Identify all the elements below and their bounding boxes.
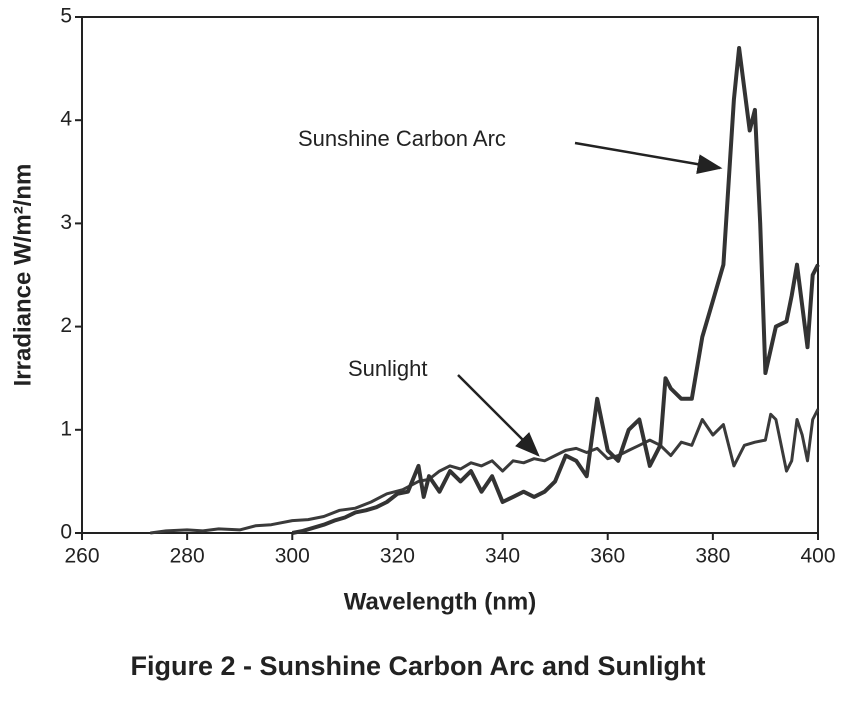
y-tick-label: 5: [60, 5, 72, 28]
data-line: [291, 46, 820, 535]
y-tick-label: 4: [60, 108, 72, 131]
x-axis-title: Wavelength (nm): [344, 588, 536, 615]
annotation: Sunlight: [348, 356, 428, 381]
x-tick-label: 380: [695, 545, 730, 568]
annotation: Sunshine Carbon Arc: [298, 126, 506, 151]
x-tick-label: 360: [590, 545, 625, 568]
x-tick-label: 260: [64, 545, 99, 568]
y-axis-title: Irradiance W/m²/nm: [9, 164, 36, 387]
y-tick-label: 0: [60, 521, 72, 544]
y-tick-label: 2: [60, 314, 72, 337]
arrow: [457, 374, 540, 457]
x-tick-label: 280: [170, 545, 205, 568]
y-tick-label: 1: [60, 417, 72, 440]
x-tick-label: 300: [275, 545, 310, 568]
arrow: [574, 141, 723, 175]
x-tick-label: 320: [380, 545, 415, 568]
plot-frame: [81, 16, 819, 534]
x-tick-label: 340: [485, 545, 520, 568]
data-line: [150, 408, 820, 535]
y-tick-label: 3: [60, 211, 72, 234]
caption: Figure 2 - Sunshine Carbon Arc and Sunli…: [130, 651, 705, 681]
x-tick-label: 400: [800, 545, 835, 568]
